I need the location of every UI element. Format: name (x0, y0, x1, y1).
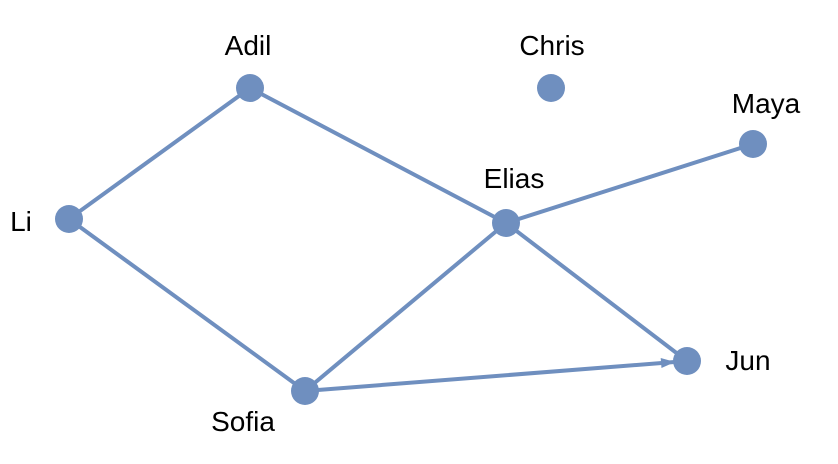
node-label-sofia: Sofia (211, 406, 275, 437)
node-label-adil: Adil (225, 30, 272, 61)
node-adil (236, 74, 264, 102)
node-label-elias: Elias (484, 163, 545, 194)
node-elias (492, 209, 520, 237)
labels-layer: Adil Chris Maya Elias Li Sofia Jun (10, 30, 801, 437)
node-label-li: Li (10, 206, 32, 237)
edge-elias-maya (504, 142, 755, 225)
node-jun (673, 347, 701, 375)
edge-sofia-jun (303, 359, 689, 393)
node-li (55, 205, 83, 233)
node-sofia (291, 377, 319, 405)
edge-adil-elias (248, 86, 508, 225)
nodes-layer (55, 74, 767, 405)
arrowhead-sofia-jun (660, 358, 676, 369)
node-maya (739, 130, 767, 158)
edge-adil-li (67, 86, 252, 221)
edges-layer (67, 86, 755, 393)
node-label-chris: Chris (519, 30, 584, 61)
node-label-jun: Jun (725, 345, 770, 376)
edge-li-sofia (67, 217, 307, 393)
node-label-maya: Maya (732, 88, 801, 119)
node-chris (537, 74, 565, 102)
edge-elias-jun (504, 221, 689, 363)
edge-sofia-elias (303, 221, 508, 393)
